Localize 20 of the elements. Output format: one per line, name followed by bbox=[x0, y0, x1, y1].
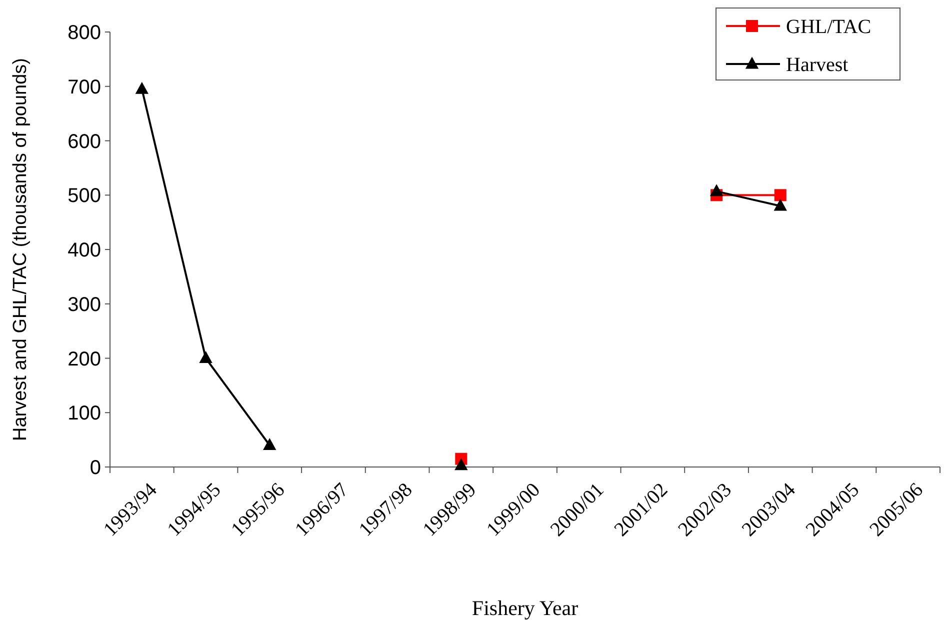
x-axis-title: Fishery Year bbox=[472, 596, 578, 620]
y-tick-label: 600 bbox=[68, 130, 101, 153]
y-tick-label: 500 bbox=[68, 185, 101, 208]
y-tick-label: 400 bbox=[68, 240, 101, 262]
point bbox=[135, 82, 149, 94]
y-tick-label: 0 bbox=[90, 457, 101, 479]
point bbox=[454, 458, 468, 470]
legend-label: Harvest bbox=[786, 54, 849, 76]
y-tick-label: 700 bbox=[68, 76, 101, 98]
y-tick-label: 100 bbox=[68, 402, 101, 425]
point bbox=[774, 189, 786, 202]
point bbox=[263, 438, 276, 450]
point bbox=[199, 351, 212, 364]
y-tick-label: 200 bbox=[68, 348, 101, 370]
point bbox=[774, 198, 787, 211]
y-tick-label: 300 bbox=[68, 294, 101, 316]
legend-label: GHL/TAC bbox=[786, 16, 872, 38]
y-tick-label: 800 bbox=[68, 22, 101, 44]
point bbox=[710, 184, 724, 196]
y-axis-title: Harvest and GHL/TAC (thousands of pounds) bbox=[10, 58, 31, 442]
